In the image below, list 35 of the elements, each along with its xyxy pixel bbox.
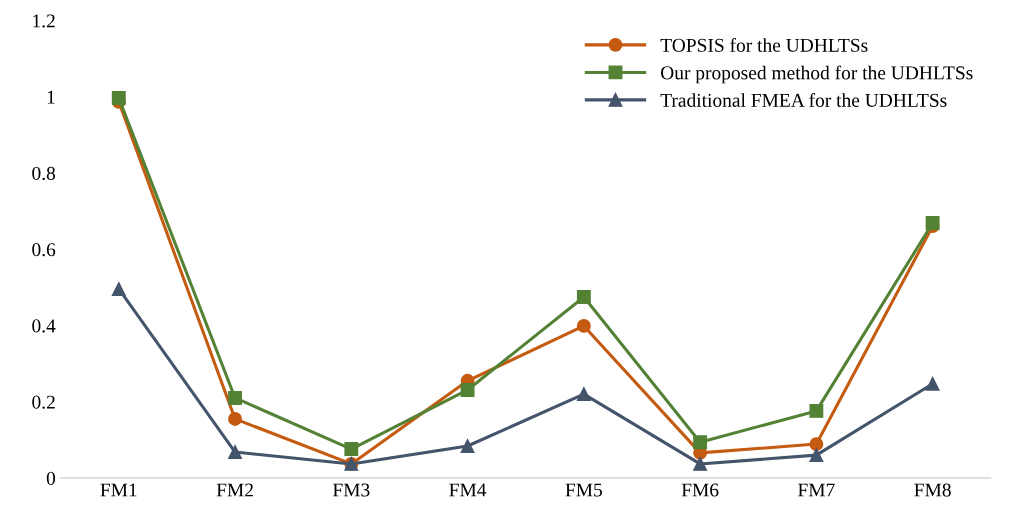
point [576,318,591,333]
y-tick-label: 0.4 [32,319,56,333]
y-tick-label: 1.2 [33,14,55,28]
point [228,411,243,426]
y-tick-label: 0.8 [32,166,56,181]
point [809,403,824,418]
x-tick-label: FM3 [332,483,370,497]
x-tick-label: FM5 [565,483,603,497]
point [228,391,243,405]
x-tick-label: FM2 [216,483,253,497]
point [809,448,824,463]
point [111,281,126,296]
point [809,437,824,452]
point [576,387,591,402]
x-tick-label: FM8 [914,483,951,497]
x-tick-label: FM1 [100,483,137,497]
y-tick-label: 1 [47,90,55,104]
point [344,442,359,456]
point [693,456,708,471]
y-tick-label: 0.2 [32,395,55,409]
point [460,439,475,453]
x-tick-label: FM6 [681,483,719,497]
legend-label: Traditional FMEA for the UDHLTSs [660,93,947,107]
y-tick-label: 0 [46,471,56,485]
point [111,91,126,105]
legend-label: Our proposed method for the UDHLTSs [661,65,973,84]
point [576,289,591,304]
point [925,376,940,391]
y-tick-label: 0.6 [32,243,56,257]
point [228,445,243,460]
x-tick-label: FM4 [449,483,487,497]
legend-label: TOPSIS for the UDHLTSs [660,37,868,52]
x-tick-label: FM7 [798,483,835,497]
point [693,435,708,450]
point [460,383,475,397]
